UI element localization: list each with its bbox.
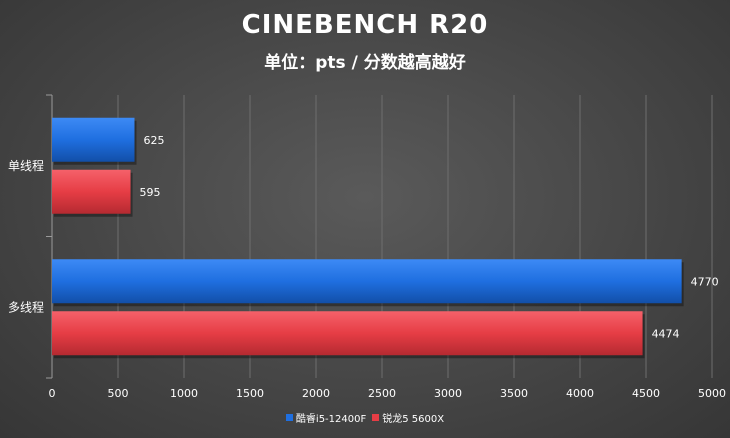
data-label: 625 [144, 134, 165, 147]
legend-label: 锐龙5 5600X [382, 414, 445, 425]
bar-blue [52, 259, 682, 304]
bars [52, 117, 684, 359]
x-tick-label: 500 [108, 387, 129, 400]
legend-label: 酷睿i5-12400F [295, 414, 367, 425]
legend: 酷睿i5-12400F 锐龙5 5600X [0, 410, 730, 425]
category-label: 单线程 [8, 158, 44, 173]
legend-item-series-1: 酷睿i5-12400F [285, 410, 367, 425]
chart-subtitle: 单位：pts / 分数越高越好 [264, 53, 466, 73]
bar-red [52, 169, 131, 214]
data-label: 4474 [652, 327, 680, 340]
bar-red [52, 311, 643, 356]
x-tick-label: 1000 [170, 387, 198, 400]
legend-swatch-blue [285, 414, 293, 421]
data-label: 595 [140, 186, 161, 199]
labels: 0 500 1000 1500 2000 2500 3000 3500 4000 4500 5000… [8, 134, 726, 400]
chart-title: CINEBENCH R20 [241, 10, 489, 40]
legend-swatch-red [372, 414, 380, 421]
x-tick-label: 0 [49, 387, 56, 400]
legend-item-series-2: 锐龙5 5600X [372, 410, 444, 425]
x-tick-label: 2500 [368, 387, 396, 400]
x-tick-label: 4000 [566, 387, 594, 400]
x-tick-label: 3000 [434, 387, 462, 400]
data-label: 4770 [691, 275, 719, 288]
x-tick-label: 1500 [236, 387, 264, 400]
x-tick-label: 3500 [500, 387, 528, 400]
category-label: 多线程 [8, 299, 44, 314]
bar-blue [52, 117, 135, 162]
x-tick-label: 5000 [698, 387, 726, 400]
x-tick-label: 4500 [632, 387, 660, 400]
x-tick-label: 2000 [302, 387, 330, 400]
